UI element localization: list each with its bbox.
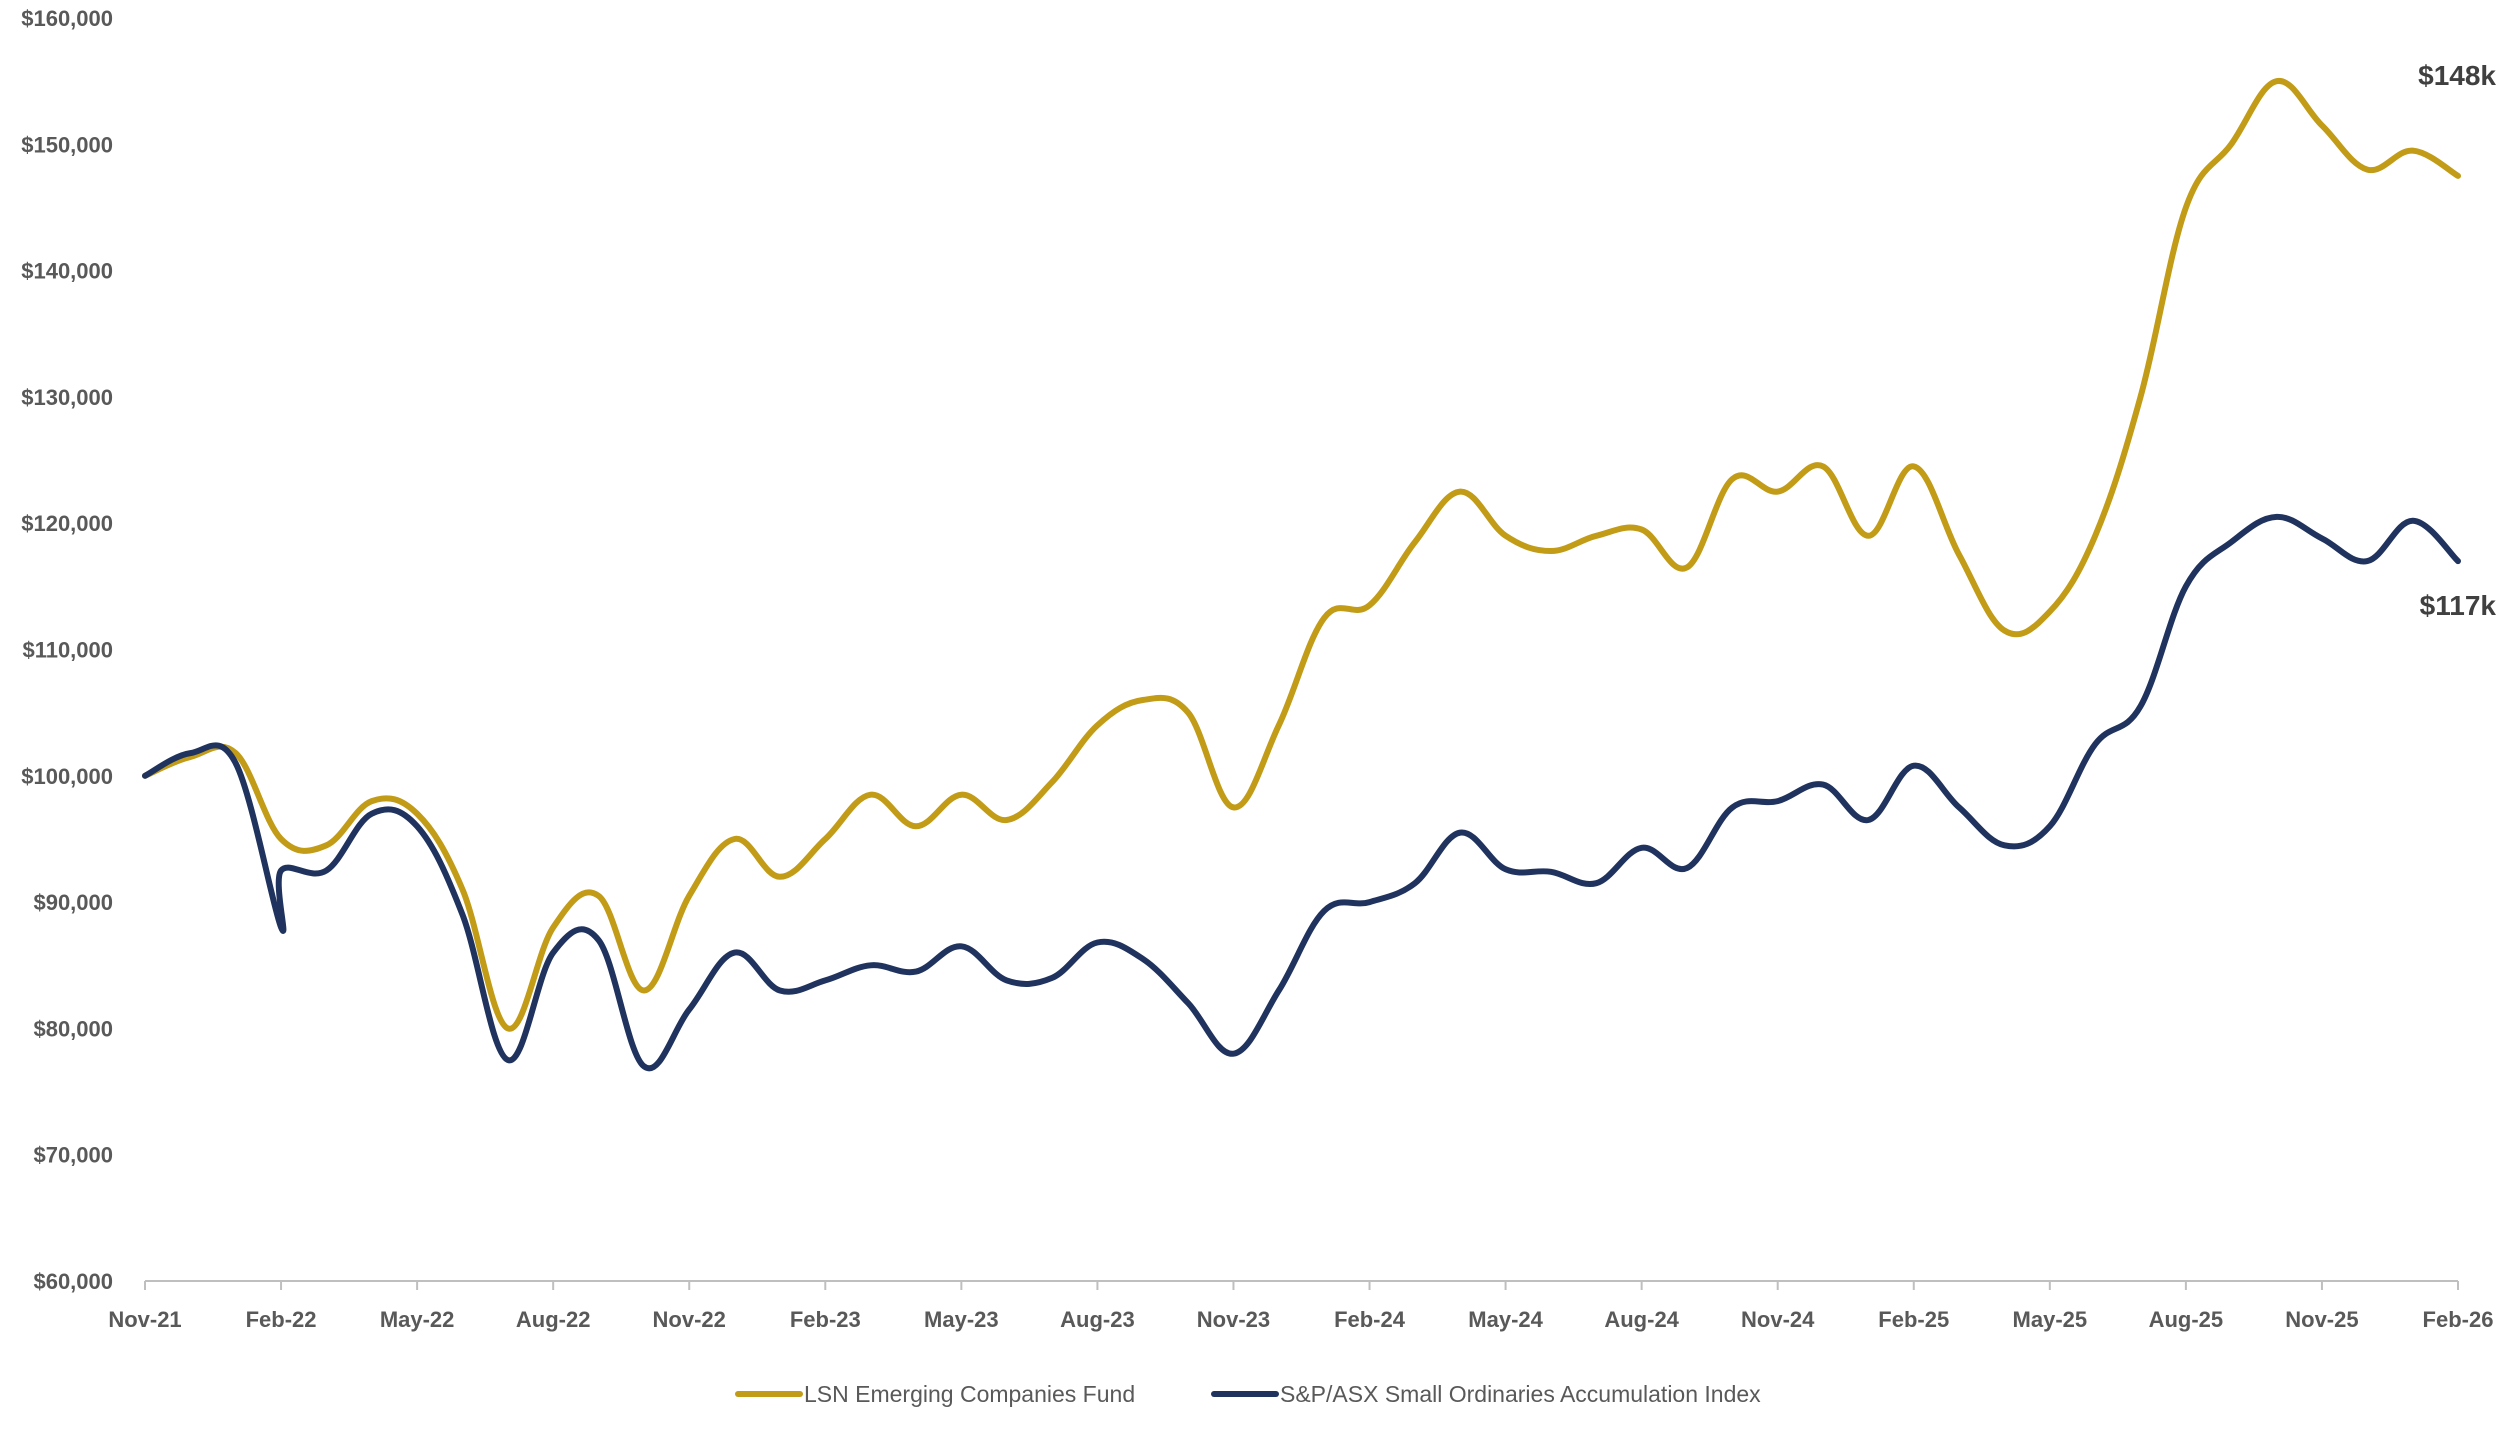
x-tick-label: Nov-22 (653, 1307, 726, 1332)
y-tick-label: $90,000 (33, 890, 113, 915)
series-line-1 (142, 513, 2461, 1072)
legend-label-0: LSN Emerging Companies Fund (804, 1381, 1135, 1407)
x-tick-label: May-24 (1468, 1307, 1543, 1332)
y-tick-label: $110,000 (22, 638, 113, 663)
x-tick-label: Feb-22 (246, 1307, 317, 1332)
series-layer (142, 78, 2461, 1072)
x-tick-label: May-25 (2013, 1307, 2088, 1332)
x-tick-label: Nov-21 (108, 1307, 181, 1332)
x-tick-label: Aug-24 (1604, 1307, 1679, 1332)
x-tick-label: Aug-25 (2149, 1307, 2224, 1332)
x-tick-label: Feb-23 (790, 1307, 861, 1332)
y-tick-label: $60,000 (33, 1269, 113, 1294)
y-tick-label: $130,000 (21, 385, 113, 410)
x-tick-label: May-23 (924, 1307, 999, 1332)
y-tick-label: $150,000 (21, 132, 113, 157)
x-tick-label: Aug-23 (1060, 1307, 1135, 1332)
y-axis: $60,000 $70,000 $80,000 $90,000 $100,000 $110… (21, 6, 113, 1294)
x-tick-label: Feb-26 (2423, 1307, 2494, 1332)
legend: LSN Emerging Companies Fund S&P/ASX Small… (735, 1381, 1761, 1407)
end-value-label-0: $148k (2418, 60, 2496, 91)
x-tick-label: Nov-24 (1741, 1307, 1815, 1332)
end-value-label-1: $117k (2420, 590, 2497, 621)
x-tick-label: Aug-22 (516, 1307, 591, 1332)
x-tick-label: Nov-23 (1197, 1307, 1270, 1332)
y-tick-label: $120,000 (21, 511, 113, 536)
x-tick-label: Feb-24 (1334, 1307, 1406, 1332)
y-tick-label: $160,000 (21, 6, 113, 31)
y-tick-label: $70,000 (33, 1143, 113, 1168)
legend-label-1: S&P/ASX Small Ordinaries Accumulation In… (1280, 1381, 1761, 1407)
x-tick-label: Nov-25 (2285, 1307, 2358, 1332)
y-tick-label: $100,000 (21, 764, 113, 789)
y-tick-label: $140,000 (21, 259, 113, 284)
x-tick-label: Feb-25 (1878, 1307, 1949, 1332)
end-labels: $148k $117k (2418, 60, 2496, 621)
y-tick-label: $80,000 (33, 1016, 113, 1041)
x-tick-label: May-22 (380, 1307, 455, 1332)
x-axis: Nov-21 Feb-22 May-22 Aug-22 Nov-22 Feb-23 May-… (108, 1280, 2494, 1332)
series-line-0 (142, 78, 2461, 1032)
